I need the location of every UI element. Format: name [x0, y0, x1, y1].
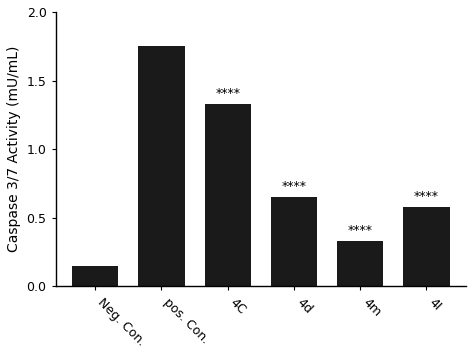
Bar	[403, 207, 449, 286]
Bar	[138, 46, 184, 286]
Text: ****: ****	[348, 224, 373, 237]
Bar	[271, 197, 317, 286]
Y-axis label: Caspase 3/7 Activity (mU/mL): Caspase 3/7 Activity (mU/mL)	[7, 46, 21, 252]
Text: ****: ****	[281, 180, 307, 193]
Bar	[204, 104, 251, 286]
Bar	[72, 266, 118, 286]
Bar	[337, 241, 383, 286]
Text: ****: ****	[414, 190, 439, 203]
Text: ****: ****	[215, 87, 240, 100]
